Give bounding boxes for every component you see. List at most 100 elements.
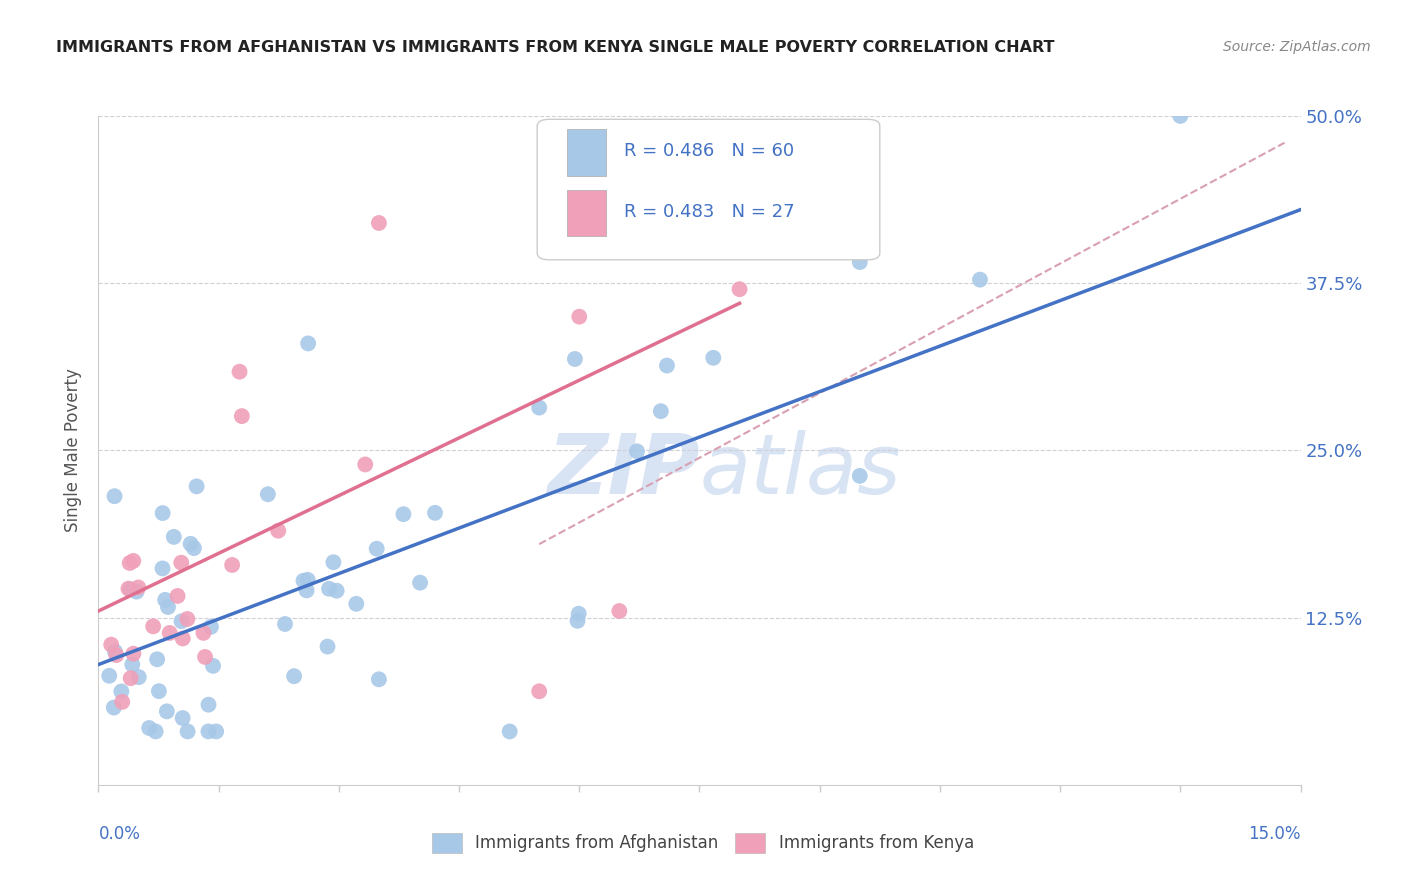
Point bbox=[849, 468, 872, 483]
Point bbox=[128, 670, 150, 684]
FancyBboxPatch shape bbox=[567, 190, 606, 236]
Point bbox=[152, 506, 174, 520]
Point bbox=[409, 575, 432, 590]
Text: IMMIGRANTS FROM AFGHANISTAN VS IMMIGRANTS FROM KENYA SINGLE MALE POVERTY CORRELA: IMMIGRANTS FROM AFGHANISTAN VS IMMIGRANT… bbox=[56, 40, 1054, 55]
Text: ZIP: ZIP bbox=[547, 430, 700, 511]
Point bbox=[145, 724, 167, 739]
Point bbox=[295, 583, 318, 598]
FancyBboxPatch shape bbox=[567, 129, 606, 177]
Point bbox=[650, 404, 672, 418]
Text: Source: ZipAtlas.com: Source: ZipAtlas.com bbox=[1223, 40, 1371, 54]
Y-axis label: Single Male Poverty: Single Male Poverty bbox=[65, 368, 83, 533]
Point bbox=[354, 458, 377, 472]
Point bbox=[568, 607, 591, 621]
Point bbox=[368, 216, 391, 230]
Point bbox=[117, 582, 139, 596]
Point bbox=[110, 684, 132, 698]
Point bbox=[103, 489, 125, 503]
Point bbox=[297, 573, 319, 587]
Point bbox=[202, 658, 225, 673]
Point bbox=[257, 487, 280, 501]
Point bbox=[568, 310, 591, 324]
Point bbox=[655, 359, 678, 373]
Point bbox=[231, 409, 253, 423]
Point bbox=[153, 593, 176, 607]
Point bbox=[122, 647, 145, 661]
Point bbox=[146, 652, 169, 666]
Point bbox=[127, 581, 149, 595]
Point bbox=[120, 671, 142, 685]
Point bbox=[325, 583, 347, 598]
Point bbox=[122, 554, 145, 568]
Point bbox=[322, 555, 344, 569]
Point bbox=[292, 574, 315, 588]
Point bbox=[297, 336, 319, 351]
Point bbox=[159, 626, 181, 640]
Point bbox=[567, 614, 589, 628]
FancyBboxPatch shape bbox=[537, 120, 880, 260]
Point bbox=[125, 584, 148, 599]
Point bbox=[176, 724, 198, 739]
Point bbox=[564, 351, 586, 366]
Point bbox=[228, 365, 250, 379]
Point bbox=[98, 669, 121, 683]
Point bbox=[205, 724, 228, 739]
Point bbox=[104, 644, 127, 658]
Point bbox=[200, 620, 222, 634]
Point bbox=[163, 530, 186, 544]
Text: R = 0.483   N = 27: R = 0.483 N = 27 bbox=[624, 202, 794, 220]
Point bbox=[170, 556, 193, 570]
Point bbox=[529, 401, 551, 415]
Point bbox=[849, 255, 872, 269]
Point bbox=[193, 626, 215, 640]
Point bbox=[111, 695, 134, 709]
Point bbox=[274, 617, 297, 632]
Point bbox=[100, 638, 122, 652]
Point bbox=[172, 632, 194, 646]
Point bbox=[148, 684, 170, 698]
Point bbox=[166, 589, 188, 603]
Point bbox=[156, 705, 179, 719]
Text: 0.0%: 0.0% bbox=[98, 825, 141, 843]
Point bbox=[366, 541, 388, 556]
Point bbox=[120, 582, 142, 597]
Legend: Immigrants from Afghanistan, Immigrants from Kenya: Immigrants from Afghanistan, Immigrants … bbox=[423, 824, 983, 862]
Point bbox=[318, 582, 340, 596]
Point bbox=[728, 282, 751, 296]
Point bbox=[499, 724, 522, 739]
Point bbox=[197, 724, 219, 739]
Point bbox=[138, 721, 160, 735]
Text: 15.0%: 15.0% bbox=[1249, 825, 1301, 843]
Point bbox=[103, 700, 125, 714]
Point bbox=[183, 541, 205, 555]
Point bbox=[221, 558, 243, 572]
Point bbox=[423, 506, 446, 520]
Point bbox=[142, 619, 165, 633]
Point bbox=[176, 612, 198, 626]
Point bbox=[368, 673, 391, 687]
Point bbox=[180, 537, 202, 551]
Point bbox=[609, 604, 631, 618]
Point bbox=[194, 649, 217, 664]
Point bbox=[702, 351, 724, 365]
Point bbox=[529, 684, 551, 698]
Point bbox=[283, 669, 305, 683]
Point bbox=[626, 444, 648, 458]
Point bbox=[105, 648, 128, 662]
Point bbox=[316, 640, 339, 654]
Point bbox=[152, 561, 174, 575]
Point bbox=[197, 698, 219, 712]
Point bbox=[172, 711, 194, 725]
Point bbox=[121, 657, 143, 672]
Point bbox=[392, 507, 415, 521]
Point bbox=[969, 273, 991, 287]
Point bbox=[267, 524, 290, 538]
Point bbox=[118, 556, 141, 570]
Point bbox=[156, 600, 179, 615]
Point bbox=[1170, 109, 1192, 123]
Text: R = 0.486   N = 60: R = 0.486 N = 60 bbox=[624, 143, 794, 161]
Point bbox=[344, 597, 367, 611]
Point bbox=[170, 614, 193, 628]
Text: atlas: atlas bbox=[700, 430, 901, 511]
Point bbox=[186, 479, 208, 493]
